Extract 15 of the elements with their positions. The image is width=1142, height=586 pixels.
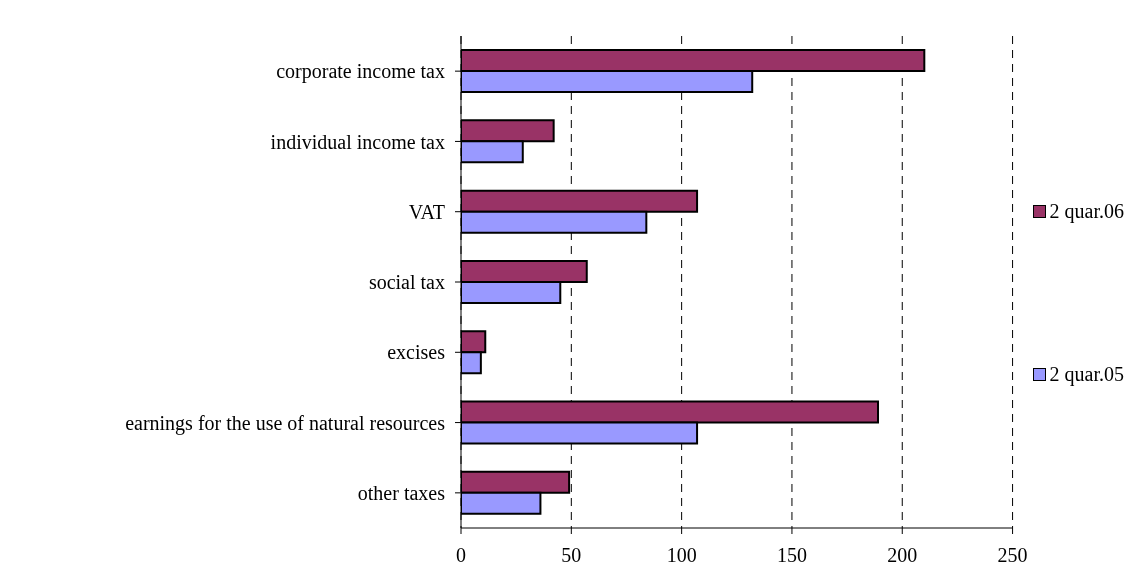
x-tick-label: 0 [456,544,466,567]
y-tick-label: excises [387,341,446,364]
x-tick-label: 50 [561,544,582,567]
legend-label: 2 quar.05 [1049,363,1124,386]
y-tick-label: other taxes [357,481,446,504]
y-tick-label: earnings for the use of natural resources [125,411,446,435]
y-tick-label: VAT [408,200,445,223]
x-tick-label: 100 [666,544,697,567]
x-tick-label: 200 [887,544,918,567]
x-tick-label: 250 [997,544,1028,567]
y-tick-label: social tax [368,271,445,294]
legend-label: 2 quar.06 [1049,200,1124,223]
y-tick-label: individual income tax [270,130,445,153]
x-tick-label: 150 [776,544,807,567]
y-tick-label: corporate income tax [276,60,445,84]
